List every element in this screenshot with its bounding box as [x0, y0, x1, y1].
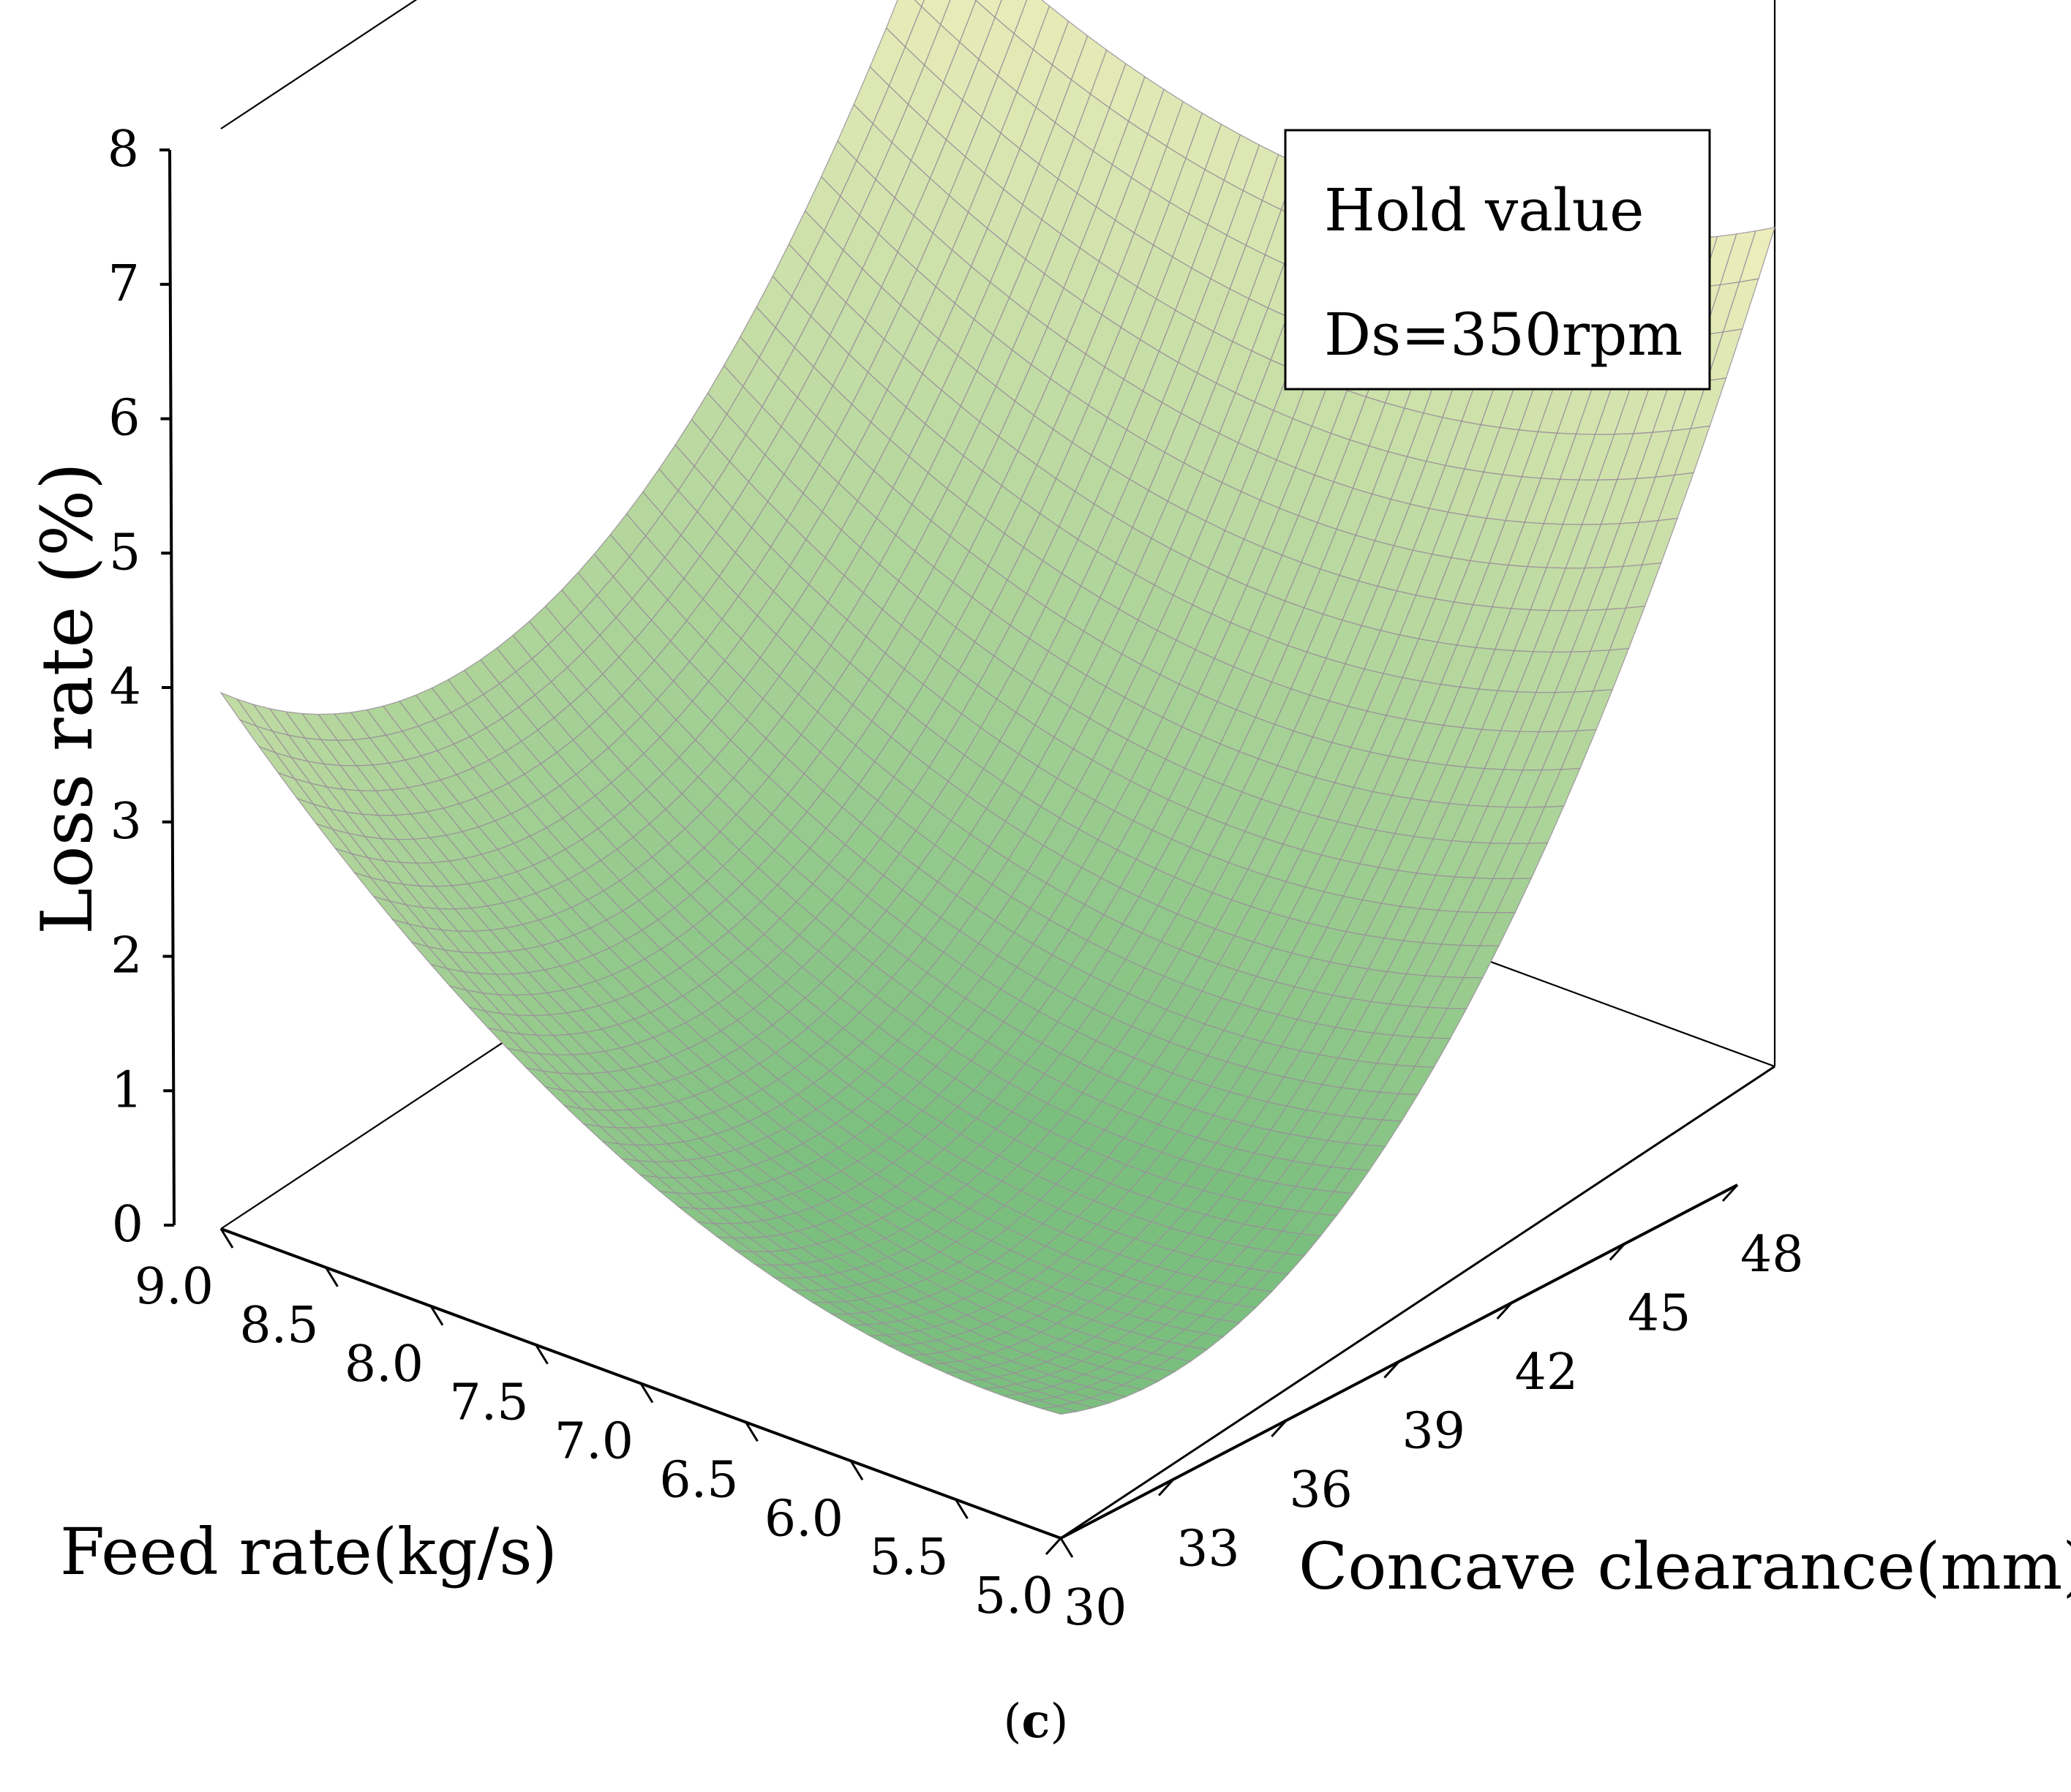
y-tick-label-3: 39 — [1402, 1403, 1466, 1461]
back-top-left-edge — [220, 0, 418, 129]
x-tick-5 — [745, 1421, 759, 1442]
x-tick-0 — [219, 1228, 234, 1249]
z-tick-label-8: 8 — [108, 121, 139, 178]
y-tick-4 — [1496, 1301, 1513, 1320]
x-tick-3 — [535, 1344, 549, 1365]
y-tick-3 — [1383, 1360, 1400, 1379]
x-tick-label-1: 8.5 — [239, 1297, 318, 1355]
x-tick-7 — [955, 1499, 969, 1519]
caption-close-paren: ) — [1050, 1695, 1068, 1749]
legend-box: Hold value Ds=350rpm — [1284, 129, 1711, 391]
legend-line-2: Ds=350rpm — [1324, 301, 1683, 369]
x-tick-1 — [325, 1267, 339, 1287]
legend-line-1: Hold value — [1324, 176, 1645, 244]
y-tick-0 — [1045, 1537, 1062, 1556]
y-tick-6 — [1721, 1183, 1739, 1202]
z-tick-label-0: 0 — [112, 1196, 143, 1254]
y-tick-label-6: 48 — [1740, 1226, 1804, 1284]
x-tick-label-7: 5.5 — [869, 1529, 948, 1586]
z-axis-title: Loss rate (%) — [26, 462, 108, 935]
caption-letter: c — [1022, 1694, 1050, 1749]
x-tick-label-3: 7.5 — [449, 1374, 528, 1432]
surface-cell-1935 — [1041, 1405, 1078, 1415]
y-tick-label-0: 30 — [1064, 1579, 1127, 1637]
caption-open-paren: ( — [1004, 1695, 1022, 1749]
x-tick-label-0: 9.0 — [135, 1258, 214, 1316]
response-surface — [219, 0, 1775, 1415]
x-tick-label-6: 6.0 — [764, 1490, 843, 1548]
x-axis-title: Feed rate(kg/s) — [60, 1514, 557, 1589]
z-tick-label-5: 5 — [109, 524, 140, 581]
x-tick-6 — [849, 1460, 864, 1481]
figure-caption: (c) — [1004, 1694, 1069, 1749]
z-tick-label-7: 7 — [108, 255, 139, 313]
y-tick-label-4: 42 — [1515, 1344, 1579, 1401]
y-axis-title: Concave clearance(mm) — [1298, 1529, 2071, 1604]
z-tick-label-1: 1 — [111, 1061, 143, 1119]
x-tick-8 — [1059, 1537, 1074, 1558]
y-tick-1 — [1158, 1478, 1175, 1497]
x-tick-label-8: 5.0 — [974, 1567, 1053, 1625]
floor-front-right-edge — [1060, 1065, 1775, 1540]
y-tick-label-1: 33 — [1176, 1521, 1240, 1578]
x-tick-label-4: 7.0 — [555, 1413, 634, 1471]
x-tick-label-2: 8.0 — [345, 1336, 424, 1393]
x-tick-label-5: 6.5 — [659, 1451, 738, 1509]
x-tick-2 — [429, 1305, 444, 1326]
z-tick-label-3: 3 — [110, 793, 141, 851]
z-tick-label-6: 6 — [108, 390, 140, 448]
z-tick-label-2: 2 — [110, 927, 142, 985]
x-tick-4 — [639, 1382, 654, 1404]
y-tick-label-5: 45 — [1628, 1285, 1691, 1343]
y-tick-5 — [1609, 1243, 1625, 1261]
y-tick-label-2: 36 — [1289, 1461, 1353, 1519]
z-tick-label-4: 4 — [110, 658, 141, 716]
y-tick-2 — [1271, 1419, 1288, 1438]
